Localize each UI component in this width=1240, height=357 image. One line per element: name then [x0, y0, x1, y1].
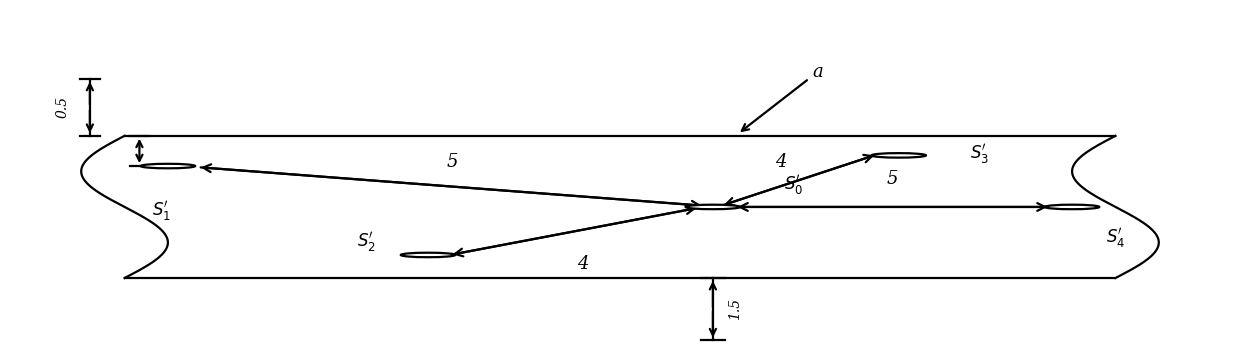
Ellipse shape: [872, 153, 926, 158]
Ellipse shape: [140, 164, 195, 168]
Ellipse shape: [401, 253, 455, 257]
Ellipse shape: [1045, 205, 1100, 209]
Text: 4: 4: [775, 153, 786, 171]
Text: $S_3'$: $S_3'$: [970, 142, 988, 166]
Text: 4: 4: [577, 255, 589, 273]
Text: $S_4'$: $S_4'$: [1106, 226, 1125, 250]
Text: 1.5: 1.5: [728, 298, 743, 320]
Text: $S_1'$: $S_1'$: [153, 199, 171, 223]
Text: 5: 5: [448, 153, 459, 171]
Text: $S_2'$: $S_2'$: [357, 230, 376, 253]
Text: 5: 5: [887, 170, 898, 188]
Text: $S_0'$: $S_0'$: [784, 173, 804, 197]
Text: a: a: [742, 63, 822, 131]
Ellipse shape: [686, 205, 740, 209]
Text: 0.5: 0.5: [56, 96, 69, 119]
